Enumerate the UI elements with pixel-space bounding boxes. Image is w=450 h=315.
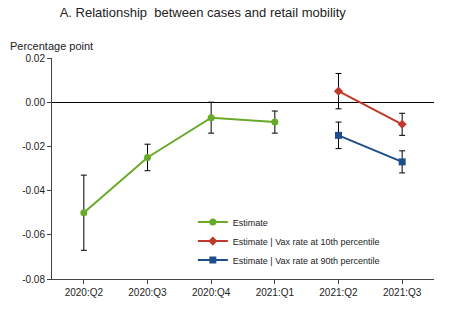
svg-text:-0.06: -0.06: [22, 229, 45, 240]
svg-text:Estimate: Estimate: [233, 218, 268, 228]
svg-text:2020:Q2: 2020:Q2: [65, 287, 104, 298]
svg-text:Estimate | Vax rate at 10th pe: Estimate | Vax rate at 10th percentile: [233, 237, 380, 247]
svg-text:2020:Q3: 2020:Q3: [128, 287, 167, 298]
svg-text:2021:Q1: 2021:Q1: [256, 287, 295, 298]
svg-text:-0.02: -0.02: [22, 141, 45, 152]
svg-text:2021:Q2: 2021:Q2: [319, 287, 358, 298]
svg-text:-0.08: -0.08: [22, 274, 45, 285]
svg-text:Percentage point: Percentage point: [10, 40, 93, 52]
svg-text:-0.04: -0.04: [22, 185, 45, 196]
svg-text:0.00: 0.00: [26, 97, 46, 108]
svg-text:A. Relationship between cases: A. Relationship between cases and retail…: [60, 5, 347, 20]
svg-text:2021:Q3: 2021:Q3: [383, 287, 422, 298]
svg-text:2020:Q4: 2020:Q4: [192, 287, 231, 298]
svg-text:Estimate | Vax rate at 90th pe: Estimate | Vax rate at 90th percentile: [233, 256, 380, 266]
svg-text:0.02: 0.02: [26, 53, 46, 64]
